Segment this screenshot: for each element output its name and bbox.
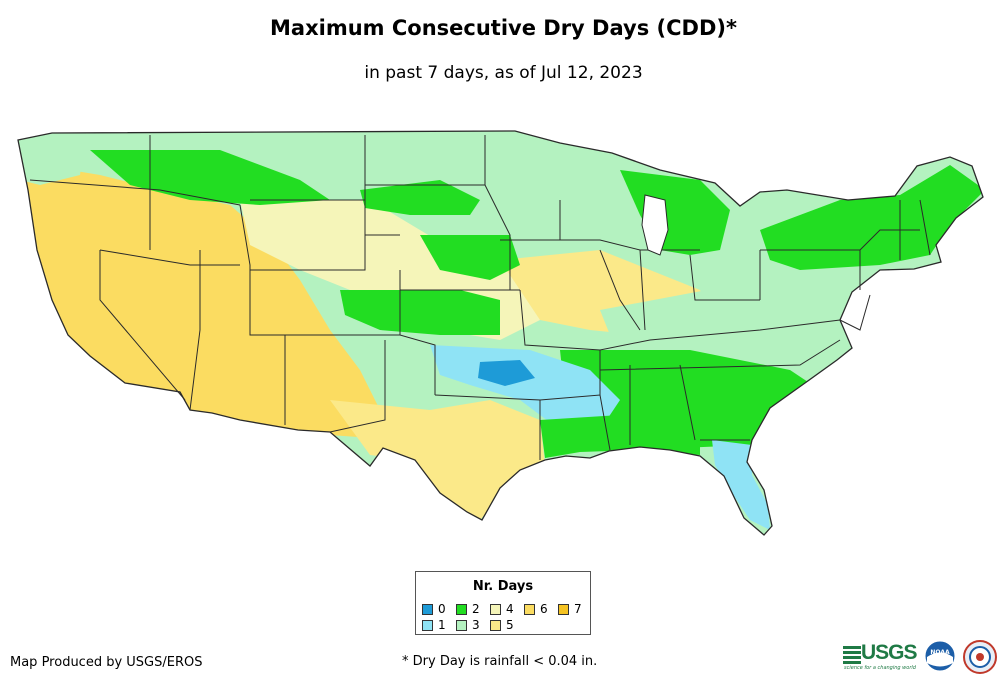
zone-gulf: [540, 415, 700, 458]
legend-item-7: 7: [558, 602, 582, 616]
legend-item-0: 0: [422, 602, 446, 616]
lake-michigan: [641, 194, 669, 256]
us-outline: [17, 130, 984, 536]
map-title: Maximum Consecutive Dry Days (CDD)*: [270, 16, 737, 40]
noaa-logo-text: NOAA: [930, 649, 950, 656]
legend: Nr. Days 0 1 2 3 4 5 6 7: [415, 571, 591, 635]
credit-text: Map Produced by USGS/EROS: [10, 655, 203, 670]
cdd-zones: [18, 131, 983, 530]
footnote-text: * Dry Day is rainfall < 0.04 in.: [402, 654, 598, 669]
zone-northeast: [760, 165, 983, 270]
zone-great-lakes: [620, 170, 730, 255]
usgs-wave-icon: [843, 646, 861, 666]
legend-swatch-1: [422, 619, 433, 631]
legend-item-3: 3: [456, 618, 480, 632]
legend-swatch-0: [422, 603, 433, 615]
legend-item-5: 5: [490, 618, 514, 632]
legend-grid: 0 1 2 3 4 5 6 7: [422, 602, 592, 634]
zone-ozarks: [430, 345, 620, 430]
legend-item-4: 4: [490, 602, 514, 616]
legend-swatch-4: [490, 603, 501, 615]
legend-swatch-6: [524, 603, 535, 615]
zone-nebraska: [420, 235, 520, 280]
nws-logo-icon: [963, 640, 997, 674]
legend-item-1: 1: [422, 618, 446, 632]
zone-pacific-nw: [18, 135, 85, 185]
zone-kansas: [340, 290, 500, 335]
zone-florida: [712, 440, 770, 530]
legend-item-2: 2: [456, 602, 480, 616]
noaa-logo-icon: NOAA: [924, 640, 956, 672]
legend-title: Nr. Days: [472, 579, 534, 594]
legend-swatch-7: [558, 603, 569, 615]
legend-swatch-5: [490, 619, 501, 631]
zone-texas: [330, 400, 545, 520]
state-borders: [29, 135, 931, 460]
zone-ozarks-core: [478, 360, 535, 386]
legend-swatch-2: [456, 603, 467, 615]
zone-dakotas: [360, 180, 480, 215]
legend-item-6: 6: [524, 602, 548, 616]
legend-swatch-3: [456, 619, 467, 631]
usgs-logo: USGS science for a changing world: [843, 641, 918, 671]
map-subtitle: in past 7 days, as of Jul 12, 2023: [364, 63, 643, 83]
